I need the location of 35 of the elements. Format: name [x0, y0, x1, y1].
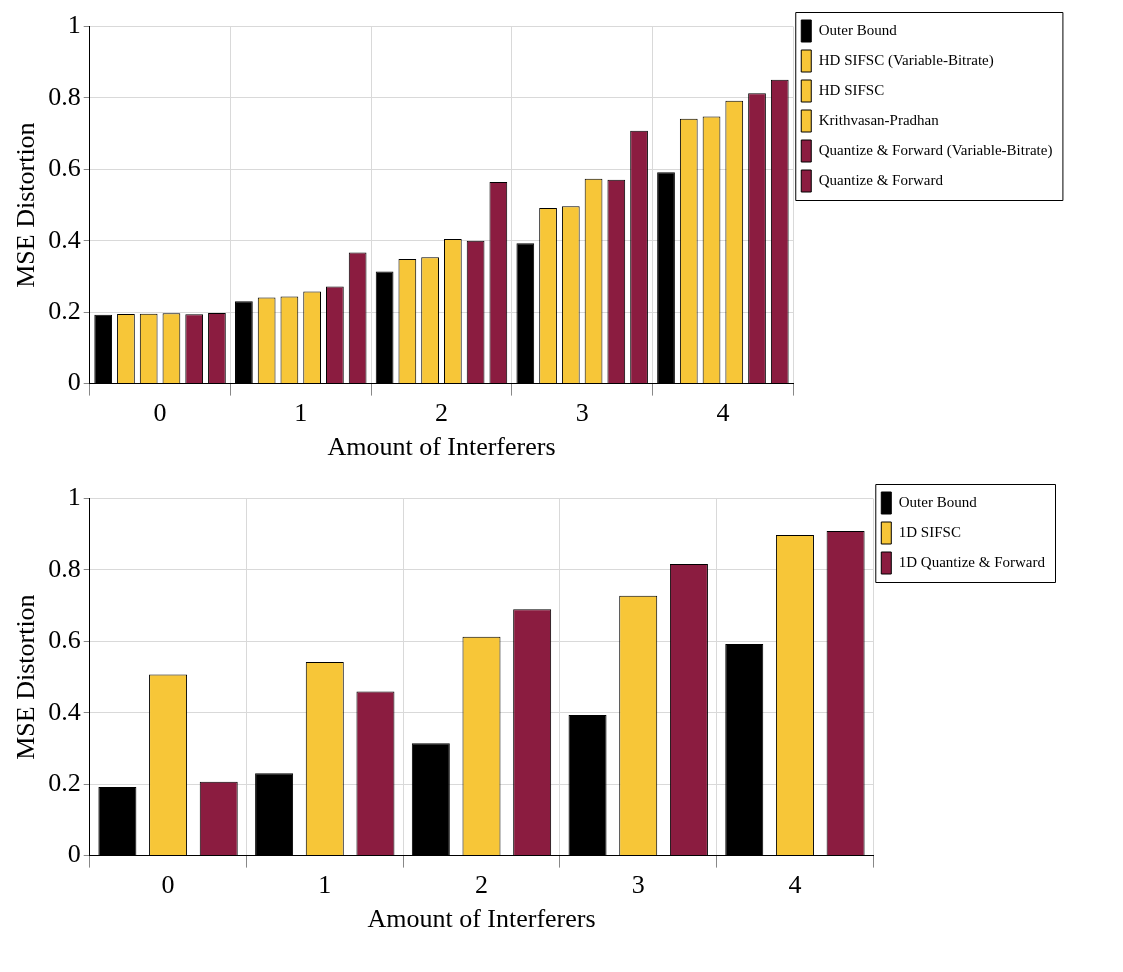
legend-label: Quantize & Forward [818, 171, 944, 188]
x-axis-title: Amount of Interferers [367, 904, 596, 934]
y-tick-label: 0.2 [48, 296, 81, 326]
x-axis-title: Amount of Interferers [327, 432, 556, 462]
y-tick-label: 0 [67, 367, 81, 397]
y-tick-label: 0.2 [48, 768, 81, 798]
x-tick-label: 3 [575, 398, 589, 428]
legend-label: HD SIFSC [818, 81, 885, 98]
x-tick-label: 0 [153, 398, 167, 428]
x-tick-label: 1 [294, 398, 308, 428]
x-tick-label: 2 [474, 870, 488, 900]
legend-label: 1D Quantize & Forward [898, 553, 1046, 570]
legend-label: Krithvasan-Pradhan [818, 111, 940, 128]
y-tick-label: 0.4 [48, 224, 81, 254]
y-tick-label: 1 [67, 482, 81, 512]
x-tick-label: 0 [161, 870, 175, 900]
y-tick-label: 0.4 [48, 696, 81, 726]
y-tick-label: 0.8 [48, 553, 81, 583]
legend-label: Outer Bound [898, 493, 978, 510]
x-tick-label: 3 [631, 870, 645, 900]
x-tick-label: 4 [716, 398, 730, 428]
y-axis-title: MSE Distortion [11, 594, 41, 760]
x-tick-label: 1 [318, 870, 332, 900]
y-tick-label: 1 [67, 10, 81, 40]
y-tick-label: 0 [67, 839, 81, 869]
y-tick-label: 0.6 [48, 625, 81, 655]
legend-label: Outer Bound [818, 21, 898, 38]
legend-label: HD SIFSC (Variable-Bitrate) [818, 51, 994, 69]
y-tick-label: 0.6 [48, 153, 81, 183]
x-tick-label: 4 [788, 870, 802, 900]
y-axis-title: MSE Distortion [11, 122, 41, 288]
x-tick-label: 2 [434, 398, 448, 428]
y-tick-label: 0.8 [48, 81, 81, 111]
legend-label: 1D SIFSC [898, 523, 961, 540]
legend-label: Quantize & Forward (Variable-Bitrate) [818, 141, 1053, 159]
